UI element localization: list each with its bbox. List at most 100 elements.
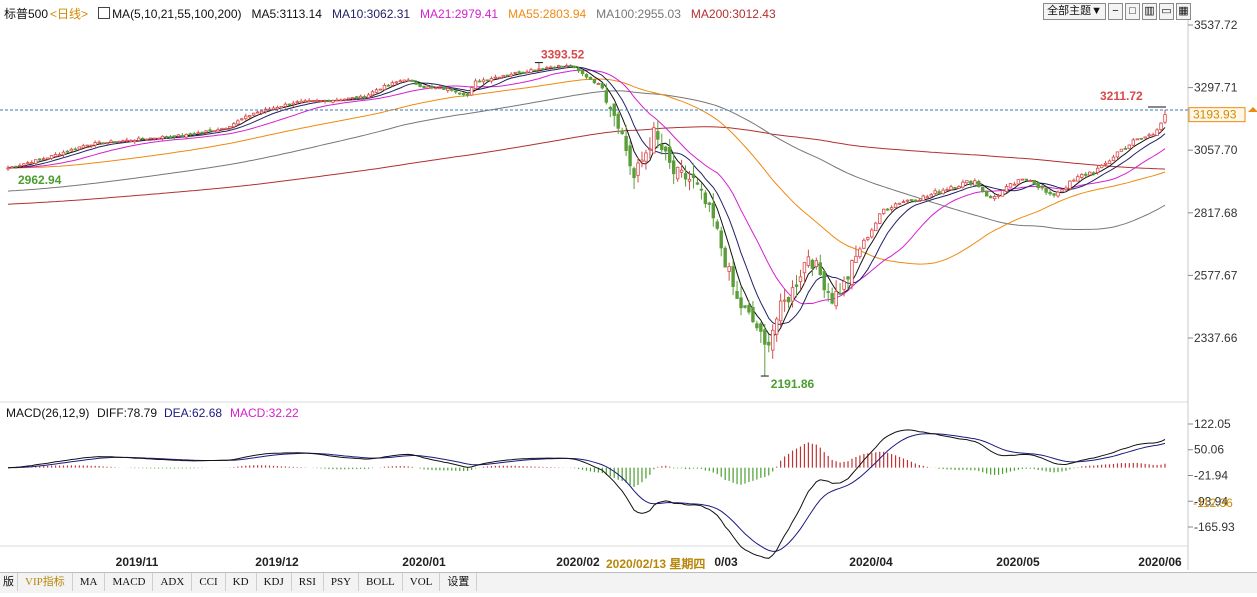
candle-up [1135,138,1139,141]
candle-up [212,130,216,133]
tab-kdj[interactable]: KDJ [257,573,292,591]
tab-rsi[interactable]: RSI [292,573,324,591]
candle-down [981,186,985,192]
grid-icon[interactable]: ▦ [1176,3,1191,20]
candle-down [984,190,989,197]
candle-up [1060,189,1064,192]
candle-up [687,178,692,182]
tab-vol[interactable]: VOL [403,573,441,591]
candle-down [208,129,212,132]
candle-down [287,103,292,106]
price-tick-label: 3537.72 [1194,18,1238,32]
candle-up [434,87,438,90]
candle-up [358,95,363,99]
minus-icon[interactable]: − [1108,3,1123,20]
candle-up [255,111,260,114]
candle-up [870,229,874,238]
candle-up [390,82,395,86]
ma10-value: MA10:3062.31 [331,7,411,21]
price-tick-label: 2337.66 [1194,331,1238,345]
candle-up [331,100,335,103]
candle-up [929,194,933,197]
candle-down [731,266,735,287]
candle-up [196,132,200,135]
tab-psy[interactable]: PSY [324,573,360,591]
candle-down [414,81,418,85]
ma55-value: MA55:2803.94 [508,7,587,21]
candle-up [652,127,656,154]
macd-dea: DEA:62.68 [164,406,222,420]
theme-dropdown[interactable]: 全部主题▼ [1043,3,1106,20]
candle-up [347,97,351,100]
candle-down [846,276,850,280]
ma200-line [7,126,1166,205]
tab-edge[interactable]: 版 [0,573,18,591]
tab-cci[interactable]: CCI [192,573,226,591]
candle-up [279,105,284,109]
candle-down [553,66,557,69]
layout-icon[interactable]: ▥ [1142,3,1157,20]
candle-down [747,304,751,313]
ma-indicator-icon[interactable] [98,7,111,19]
candle-up [406,79,410,82]
candle-up [251,112,256,116]
candle-up [501,75,505,78]
crosshair-icon[interactable]: □ [1125,3,1140,20]
tab-macd[interactable]: MACD [105,573,154,591]
tab-ma[interactable]: MA [73,573,106,591]
candle-up [426,86,430,89]
candle-up [782,299,787,302]
candle-up [291,102,295,105]
candle-up [469,87,474,96]
candle-up [675,166,680,180]
current-price-box [1188,107,1246,123]
candle-up [1111,156,1116,162]
candle-up [323,100,327,102]
candle-up [965,180,969,184]
candle-up [299,100,303,104]
candle-down [826,291,830,293]
low-label: 2191.86 [771,377,815,391]
tab-kd[interactable]: KD [226,573,257,591]
ma21-value: MA21:2979.41 [420,7,499,21]
candle-down [604,90,609,103]
candle-down [188,133,192,136]
candle-up [881,208,886,214]
candle-up [973,180,977,186]
candle-up [335,99,339,102]
candle-down [616,113,620,129]
candle-up [996,195,1001,197]
restore-icon[interactable]: ▭ [1159,3,1174,20]
candle-down [1091,172,1096,175]
candle-down [418,83,422,87]
candle-down [620,130,624,135]
candle-down [592,79,597,84]
period-label[interactable]: <日线> [50,7,89,21]
candle-up [339,99,343,102]
candle-up [1127,144,1132,150]
candle-down [568,65,573,67]
tab-adx[interactable]: ADX [153,573,193,591]
ma-params: MA(5,10,21,55,100,200) [112,7,242,21]
time-tick-label: 2020/04 [849,555,893,569]
candle-up [1107,160,1112,165]
time-tick-label: 0/03 [714,555,738,569]
candle-up [446,88,450,91]
candle-up [236,120,240,125]
candle-up [549,66,553,69]
candle-up [1008,183,1013,188]
candle-up [220,127,224,130]
candle-up [727,266,731,272]
candle-down [838,293,842,295]
candle-up [1151,134,1155,137]
macd-tick-label: -93.94 [1194,494,1228,508]
candle-down [541,68,545,70]
candle-down [977,180,981,188]
candle-down [1139,137,1143,140]
candle-down [521,71,525,74]
tab-boll[interactable]: BOLL [359,573,403,591]
candle-up [109,140,113,143]
tab-设置[interactable]: 设置 [440,573,478,591]
macd-current-label: -112.36 [1193,496,1233,510]
tab-vip[interactable]: VIP指标 [18,573,73,591]
